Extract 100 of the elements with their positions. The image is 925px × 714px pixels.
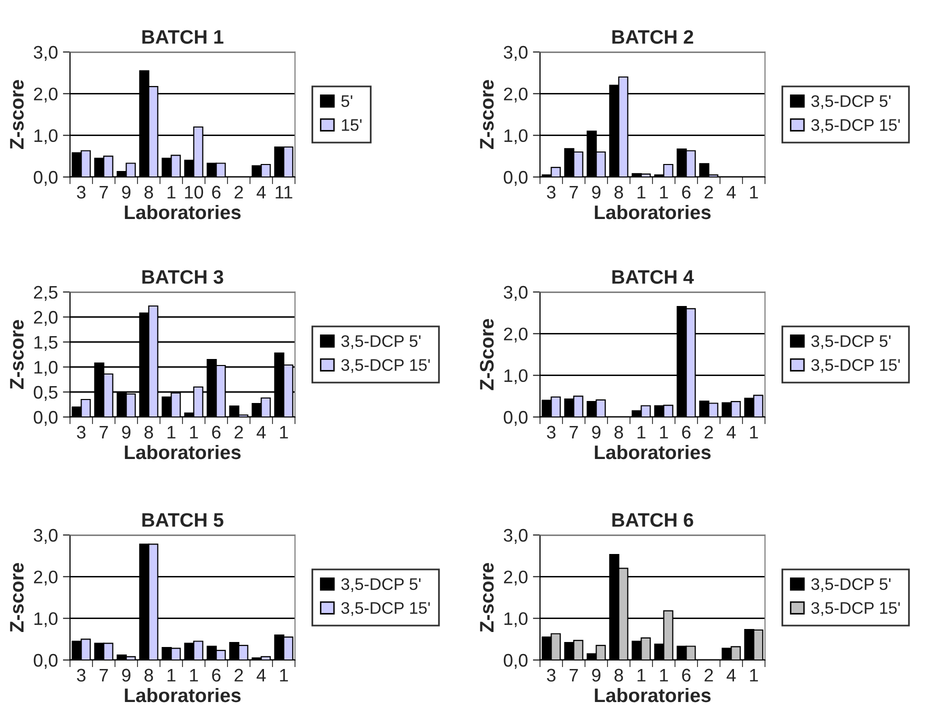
x-tick-label: 1 xyxy=(660,668,668,682)
x-tick-label: 9 xyxy=(592,426,600,439)
x-axis-title: Laboratories xyxy=(594,204,711,220)
chart-title: BATCH 1 xyxy=(142,30,224,44)
x-tick-label: 1 xyxy=(638,668,646,682)
x-tick-label: 6 xyxy=(212,186,220,199)
chart-title: BATCH 3 xyxy=(142,270,224,284)
x-tick-label: 7 xyxy=(100,668,108,682)
x-axis-title: Laboratories xyxy=(124,688,241,702)
x-tick-label: 2 xyxy=(704,668,713,682)
x-tick-label: 8 xyxy=(614,426,623,439)
y-tick-label: 3,0 xyxy=(504,528,528,544)
y-tick-label: 2,0 xyxy=(504,328,528,343)
x-tick-label: 6 xyxy=(212,426,220,439)
x-tick-label: 4 xyxy=(726,668,736,682)
x-tick-label: 1 xyxy=(168,186,176,198)
x-tick-label: 2 xyxy=(704,426,713,438)
y-tick-label: 1,0 xyxy=(504,612,528,628)
x-axis-title: Laboratories xyxy=(594,444,711,460)
chart-title: BATCH 5 xyxy=(142,513,224,527)
y-tick-label: 0,0 xyxy=(504,170,528,186)
legend-label: 3,5-DCP 5' xyxy=(341,335,421,350)
x-tick-label: 4 xyxy=(726,186,736,198)
y-tick-label: 2,0 xyxy=(34,570,58,586)
x-tick-label: 11 xyxy=(276,186,292,198)
y-axis-title: Z-score xyxy=(480,80,494,150)
legend-label: 3,5-DCP 5' xyxy=(811,578,891,592)
y-tick-label: 2,0 xyxy=(34,310,58,326)
x-tick-label: 7 xyxy=(570,186,578,198)
y-tick-label: 2,0 xyxy=(34,88,58,103)
x-tick-label: 10 xyxy=(185,186,204,199)
legend-label: 3,5-DCP 15' xyxy=(341,359,430,373)
x-tick-label: 1 xyxy=(190,426,198,438)
x-tick-label: 3 xyxy=(546,668,556,682)
legend-label: 3,5-DCP 5' xyxy=(341,578,421,592)
x-tick-label: 7 xyxy=(570,668,578,682)
y-tick-label: 0,5 xyxy=(34,386,58,401)
x-tick-label: 4 xyxy=(256,426,266,438)
x-tick-label: 1 xyxy=(190,668,198,682)
x-tick-label: 7 xyxy=(570,426,578,438)
x-tick-label: 6 xyxy=(682,426,690,439)
x-tick-label: 3 xyxy=(76,186,86,199)
x-tick-label: 9 xyxy=(592,668,600,682)
y-tick-label: 1,0 xyxy=(34,129,58,144)
x-tick-label: 4 xyxy=(256,668,266,682)
x-tick-label: 1 xyxy=(638,186,646,198)
x-tick-label: 4 xyxy=(726,426,736,438)
x-tick-label: 1 xyxy=(750,668,758,682)
legend-label: 3,5-DCP 5' xyxy=(811,95,891,110)
x-tick-label: 6 xyxy=(212,668,220,682)
x-tick-label: 9 xyxy=(592,186,600,199)
x-tick-label: 1 xyxy=(168,426,176,438)
y-tick-label: 0,0 xyxy=(504,654,528,669)
x-tick-label: 9 xyxy=(122,426,130,439)
x-axis-title: Laboratories xyxy=(124,204,241,220)
y-tick-label: 2,0 xyxy=(504,570,528,586)
x-tick-label: 6 xyxy=(682,186,690,199)
x-tick-label: 2 xyxy=(234,186,243,198)
x-tick-label: 1 xyxy=(638,426,646,438)
legend-label: 5' xyxy=(341,95,352,108)
x-tick-label: 1 xyxy=(750,186,758,198)
y-axis-title: Z-score xyxy=(10,80,24,150)
x-tick-label: 1 xyxy=(280,426,288,438)
y-tick-label: 0,0 xyxy=(504,410,528,426)
y-tick-label: 2,5 xyxy=(34,286,58,301)
x-tick-label: 1 xyxy=(750,426,758,438)
y-tick-label: 1,5 xyxy=(34,336,58,351)
x-axis-title: Laboratories xyxy=(594,688,711,702)
x-tick-label: 2 xyxy=(234,426,243,438)
x-tick-label: 2 xyxy=(704,186,713,198)
y-tick-label: 0,0 xyxy=(34,410,58,426)
y-tick-label: 0,0 xyxy=(34,170,58,186)
legend-label: 3,5-DCP 15' xyxy=(811,359,900,373)
x-tick-label: 2 xyxy=(234,668,243,682)
x-tick-label: 3 xyxy=(76,668,86,682)
y-axis-title: Z-score xyxy=(10,320,24,390)
x-tick-label: 1 xyxy=(660,426,668,438)
y-tick-label: 1,0 xyxy=(504,369,528,384)
x-tick-label: 7 xyxy=(100,426,108,438)
x-tick-label: 9 xyxy=(122,186,130,199)
x-tick-label: 1 xyxy=(280,668,288,682)
x-tick-label: 4 xyxy=(256,186,266,198)
x-tick-label: 9 xyxy=(122,668,130,682)
y-tick-label: 2,0 xyxy=(504,88,528,103)
y-tick-label: 1,0 xyxy=(34,612,58,628)
y-tick-label: 1,0 xyxy=(504,129,528,144)
y-axis-title: Z-score xyxy=(480,563,494,632)
x-axis-title: Laboratories xyxy=(124,444,241,460)
legend-label: 3,5-DCP 15' xyxy=(341,602,430,616)
y-tick-label: 3,0 xyxy=(34,528,58,544)
x-tick-label: 8 xyxy=(614,186,623,199)
x-tick-label: 8 xyxy=(144,186,153,199)
y-tick-label: 3,0 xyxy=(504,46,528,61)
y-tick-label: 1,0 xyxy=(34,360,58,376)
x-tick-label: 3 xyxy=(546,426,556,439)
chart-title: BATCH 4 xyxy=(612,270,694,284)
legend-label: 3,5-DCP 5' xyxy=(811,335,891,350)
x-tick-label: 3 xyxy=(76,426,86,439)
x-tick-label: 7 xyxy=(100,186,108,198)
legend-label: 3,5-DCP 15' xyxy=(811,119,900,133)
